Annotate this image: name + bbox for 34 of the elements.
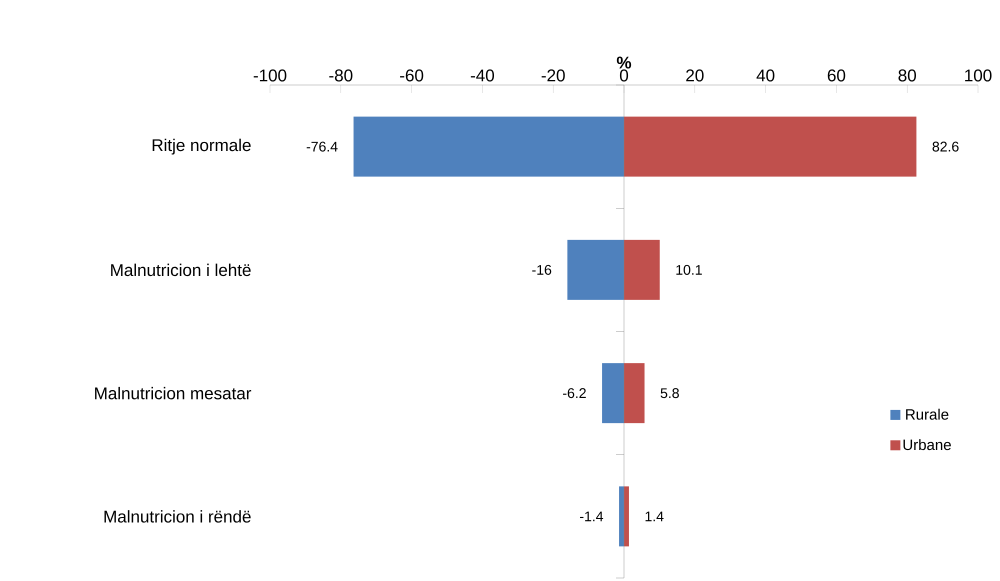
x-tick-label: -100 [254, 69, 286, 82]
y-tick-label: Ritje normale [152, 138, 251, 155]
data-label: -76.4 [306, 142, 338, 152]
data-label: 82.6 [932, 142, 959, 152]
bar [624, 116, 916, 177]
bar [602, 363, 624, 424]
x-axis-title: % [616, 56, 632, 69]
data-label: 5.8 [660, 388, 679, 398]
x-tick-label: 20 [686, 69, 704, 82]
legend-label: Urbane [904, 439, 951, 450]
x-tick-label: -20 [542, 69, 565, 82]
bar [624, 240, 660, 300]
x-tick-label: 100 [965, 69, 992, 82]
bar [624, 363, 645, 424]
bar [624, 486, 629, 546]
y-tick-label: Malnutricion i rëndë [104, 510, 251, 523]
data-label: 1.4 [646, 512, 664, 522]
bar [619, 486, 624, 546]
x-tick-label: 40 [756, 69, 774, 82]
data-label: -16 [532, 264, 552, 275]
bar [567, 240, 624, 300]
x-tick-label: 0 [620, 69, 628, 82]
data-label: -1.4 [580, 512, 604, 522]
y-tick-label: Malnutricion i lehtë [111, 264, 251, 276]
bar [354, 116, 624, 177]
x-tick-label: -60 [400, 69, 424, 82]
x-tick-label: -80 [329, 69, 352, 82]
data-label: 10.1 [676, 264, 702, 275]
x-tick-label: 80 [898, 69, 916, 82]
x-tick-label: -40 [470, 69, 494, 82]
legend-label: Rurale [906, 408, 948, 420]
data-label: -6.2 [563, 388, 586, 398]
y-tick-label: Malnutricion mesatar [95, 386, 252, 400]
x-tick-label: 60 [828, 69, 846, 82]
